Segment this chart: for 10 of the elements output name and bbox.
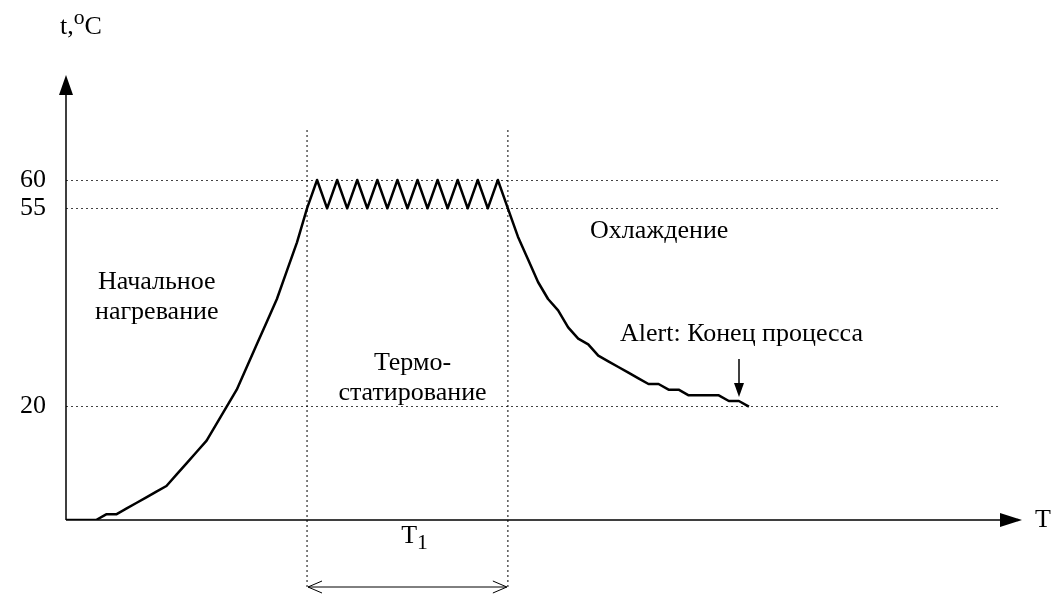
y-axis-title: t,$^{o}$C [60, 4, 102, 41]
y-tick-label: 60 [20, 163, 46, 193]
y-tick-label: 55 [20, 192, 46, 222]
annotation: Alert: Конец процесса [620, 318, 864, 348]
x-axis-title: T [1035, 504, 1051, 534]
annotation: Охлаждение [590, 215, 729, 245]
y-tick-label: 20 [20, 390, 46, 420]
text: T$_{1}$ [400, 520, 429, 557]
annotation: Начальное нагревание [95, 266, 219, 326]
annotation: Термо- статирование [337, 347, 488, 407]
